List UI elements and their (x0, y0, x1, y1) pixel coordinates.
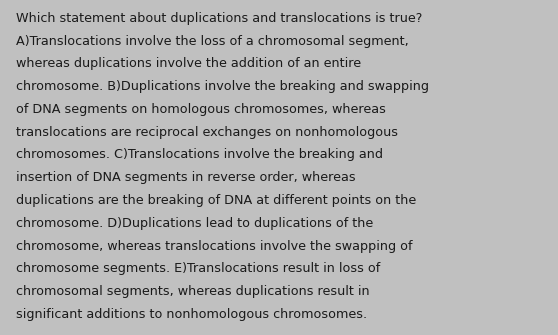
Text: chromosomal segments, whereas duplications result in: chromosomal segments, whereas duplicatio… (16, 285, 369, 298)
Text: chromosome, whereas translocations involve the swapping of: chromosome, whereas translocations invol… (16, 240, 412, 253)
Text: chromosome. D)Duplications lead to duplications of the: chromosome. D)Duplications lead to dupli… (16, 217, 373, 230)
Text: duplications are the breaking of DNA at different points on the: duplications are the breaking of DNA at … (16, 194, 416, 207)
Text: chromosome. B)Duplications involve the breaking and swapping: chromosome. B)Duplications involve the b… (16, 80, 429, 93)
Text: chromosome segments. E)Translocations result in loss of: chromosome segments. E)Translocations re… (16, 262, 380, 275)
Text: of DNA segments on homologous chromosomes, whereas: of DNA segments on homologous chromosome… (16, 103, 386, 116)
Text: chromosomes. C)Translocations involve the breaking and: chromosomes. C)Translocations involve th… (16, 148, 383, 161)
Text: Which statement about duplications and translocations is true?: Which statement about duplications and t… (16, 12, 422, 25)
Text: insertion of DNA segments in reverse order, whereas: insertion of DNA segments in reverse ord… (16, 171, 355, 184)
Text: significant additions to nonhomologous chromosomes.: significant additions to nonhomologous c… (16, 308, 367, 321)
Text: A)Translocations involve the loss of a chromosomal segment,: A)Translocations involve the loss of a c… (16, 35, 408, 48)
Text: translocations are reciprocal exchanges on nonhomologous: translocations are reciprocal exchanges … (16, 126, 398, 139)
Text: whereas duplications involve the addition of an entire: whereas duplications involve the additio… (16, 57, 361, 70)
